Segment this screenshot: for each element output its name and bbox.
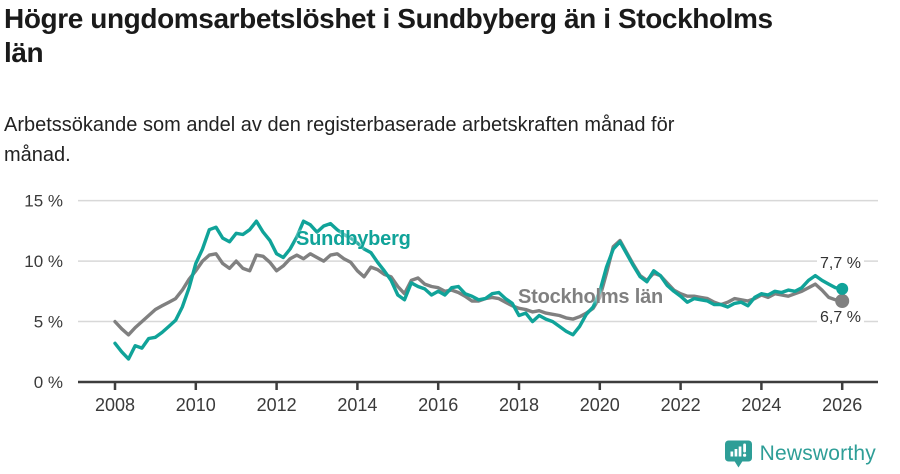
line-sundbyberg [113, 219, 844, 361]
y-tick-label: 0 % [34, 373, 63, 392]
end-dot-sundbyberg [836, 282, 849, 295]
x-tick-label: 2024 [741, 395, 781, 415]
chart-subtitle-line1: Arbetssökande som andel av den registerb… [4, 114, 675, 136]
x-tick-label: 2018 [499, 395, 539, 415]
end-value-label-stockholms-lan: 6,7 % [817, 309, 864, 327]
newsworthy-logo-icon [724, 440, 752, 467]
x-tick-label: 2010 [176, 395, 216, 415]
series-label-sundbyberg: Sundbyberg [296, 228, 411, 250]
x-tick-label: 2026 [822, 395, 862, 415]
page-title: Högre ungdomsarbetslöshet i Sundbyberg ä… [4, 2, 897, 70]
y-tick-label: 15 % [24, 192, 63, 211]
end-value-label-sundbyberg: 7,7 % [817, 255, 864, 273]
x-tick-label: 2008 [95, 395, 135, 415]
chart-subtitle-line2: månad. [4, 144, 71, 166]
y-tick-label: 10 % [24, 252, 63, 271]
line-stockholms-l-n [113, 238, 844, 337]
chart-subtitle: Arbetssökande som andel av den registerb… [4, 110, 864, 170]
page-title-line1: Högre ungdomsarbetslöshet i Sundbyberg ä… [4, 3, 773, 34]
newsworthy-logo: Newsworthy [724, 438, 876, 470]
x-tick-label: 2012 [257, 395, 297, 415]
y-tick-label: 5 % [34, 313, 63, 332]
brand-name: Newsworthy [759, 442, 876, 465]
x-tick-label: 2016 [418, 395, 458, 415]
x-tick-label: 2020 [580, 395, 620, 415]
x-tick-label: 2022 [661, 395, 701, 415]
series-label-stockholms-lan: Stockholms län [518, 286, 664, 308]
x-tick-label: 2014 [337, 395, 377, 415]
page-title-line2: län [4, 37, 44, 68]
end-dot-stockholms-l-n [835, 293, 850, 308]
